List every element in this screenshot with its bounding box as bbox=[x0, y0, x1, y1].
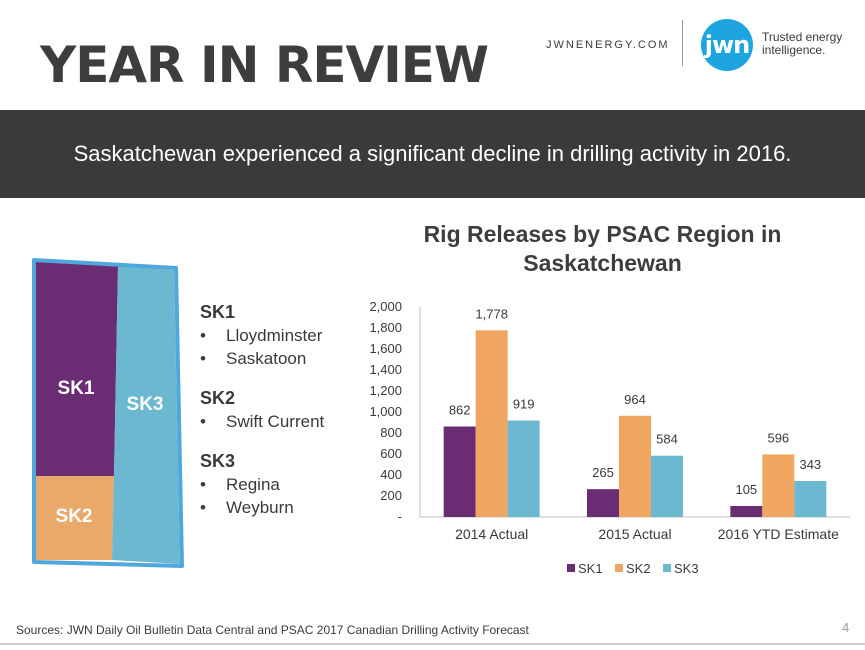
bar-sk1-0 bbox=[443, 426, 476, 517]
bar-sk2-0 bbox=[475, 330, 508, 517]
headline-banner: Saskatchewan experienced a significant d… bbox=[0, 110, 865, 198]
data-label: 919 bbox=[513, 397, 535, 412]
y-tick-label: 200 bbox=[380, 488, 402, 503]
legend-swatch-sk1 bbox=[567, 564, 575, 572]
map-label-sk2: SK2 bbox=[56, 506, 93, 527]
map-region-sk1 bbox=[36, 262, 118, 476]
region-list: SK1 Lloydminster Saskatoon SK2 Swift Cur… bbox=[200, 300, 370, 535]
data-label: 596 bbox=[767, 430, 789, 445]
data-label: 343 bbox=[799, 457, 821, 472]
source-note: Sources: JWN Daily Oil Bulletin Data Cen… bbox=[16, 623, 529, 637]
region-name: SK3 bbox=[200, 451, 236, 471]
y-tick-label: 1,200 bbox=[369, 383, 402, 398]
region-sk2: SK2 Swift Current bbox=[200, 386, 370, 433]
y-tick-label: 1,400 bbox=[369, 362, 402, 377]
y-tick-label: 600 bbox=[380, 446, 402, 461]
y-tick-label: 400 bbox=[380, 467, 402, 482]
y-tick-label: 1,000 bbox=[369, 404, 402, 419]
region-city: Lloydminster bbox=[200, 324, 370, 347]
map-label-sk3: SK3 bbox=[127, 394, 164, 415]
map-border bbox=[32, 258, 184, 568]
data-label: 584 bbox=[656, 432, 678, 447]
tagline-line-1: Trusted energy bbox=[762, 30, 843, 44]
banner-text: Saskatchewan experienced a significant d… bbox=[73, 141, 792, 166]
legend-label: SK2 bbox=[626, 561, 651, 576]
x-tick-label: 2015 Actual bbox=[598, 526, 671, 542]
bar-sk2-1 bbox=[619, 415, 651, 517]
data-label: 862 bbox=[449, 402, 471, 417]
region-sk1: SK1 Lloydminster Saskatoon bbox=[200, 300, 370, 370]
y-tick-label: 1,800 bbox=[369, 320, 402, 335]
bar-sk3-1 bbox=[651, 455, 683, 517]
bar-sk3-0 bbox=[507, 420, 540, 517]
map-region-sk3 bbox=[112, 266, 180, 564]
bar-sk2-2 bbox=[762, 454, 795, 517]
map-region-sk2 bbox=[36, 476, 114, 560]
bar-sk1-2 bbox=[730, 505, 763, 517]
site-url[interactable]: JWNENERGY.COM bbox=[546, 39, 670, 51]
map-label-sk1: SK1 bbox=[58, 378, 95, 399]
data-label: 1,778 bbox=[475, 306, 508, 321]
data-label: 964 bbox=[624, 392, 646, 407]
region-city: Weyburn bbox=[200, 496, 370, 519]
legend-label: SK1 bbox=[578, 561, 603, 576]
region-city: Swift Current bbox=[200, 410, 370, 433]
saskatchewan-map: SK1 SK3 SK2 bbox=[32, 258, 184, 568]
data-label: 105 bbox=[735, 482, 757, 497]
logo-divider bbox=[682, 20, 683, 66]
region-city: Regina bbox=[200, 473, 370, 496]
logo-tagline: Trusted energy intelligence. bbox=[762, 31, 862, 57]
rig-releases-chart: - 200 400 600 800 1,000 1,200 1,400 1,600 1,800 2,… bbox=[369, 299, 850, 576]
y-tick-label: 2,000 bbox=[369, 299, 402, 314]
page-number: 4 bbox=[842, 620, 850, 635]
legend-label: SK3 bbox=[674, 561, 699, 576]
x-tick-label: 2014 Actual bbox=[455, 526, 528, 542]
data-label: 265 bbox=[592, 465, 614, 480]
region-city: Saskatoon bbox=[200, 347, 370, 370]
bar-sk3-2 bbox=[794, 480, 827, 517]
y-tick-label: 1,600 bbox=[369, 341, 402, 356]
jwn-logo-icon: jwn bbox=[701, 19, 753, 71]
tagline-line-2: intelligence. bbox=[762, 43, 826, 57]
page-title: YEAR IN REVIEW bbox=[40, 36, 489, 94]
legend-swatch-sk2 bbox=[615, 564, 623, 572]
region-name: SK2 bbox=[200, 388, 236, 408]
region-sk3: SK3 Regina Weyburn bbox=[200, 449, 370, 519]
region-name: SK1 bbox=[200, 302, 236, 322]
bar-sk1-1 bbox=[587, 489, 619, 517]
y-tick-label: 800 bbox=[380, 425, 402, 440]
legend-swatch-sk3 bbox=[663, 564, 671, 572]
x-tick-label: 2016 YTD Estimate bbox=[718, 526, 839, 542]
y-tick-label: - bbox=[398, 509, 402, 524]
chart-title: Rig Releases by PSAC Region in Saskatche… bbox=[423, 221, 782, 276]
footer-divider bbox=[0, 643, 865, 645]
